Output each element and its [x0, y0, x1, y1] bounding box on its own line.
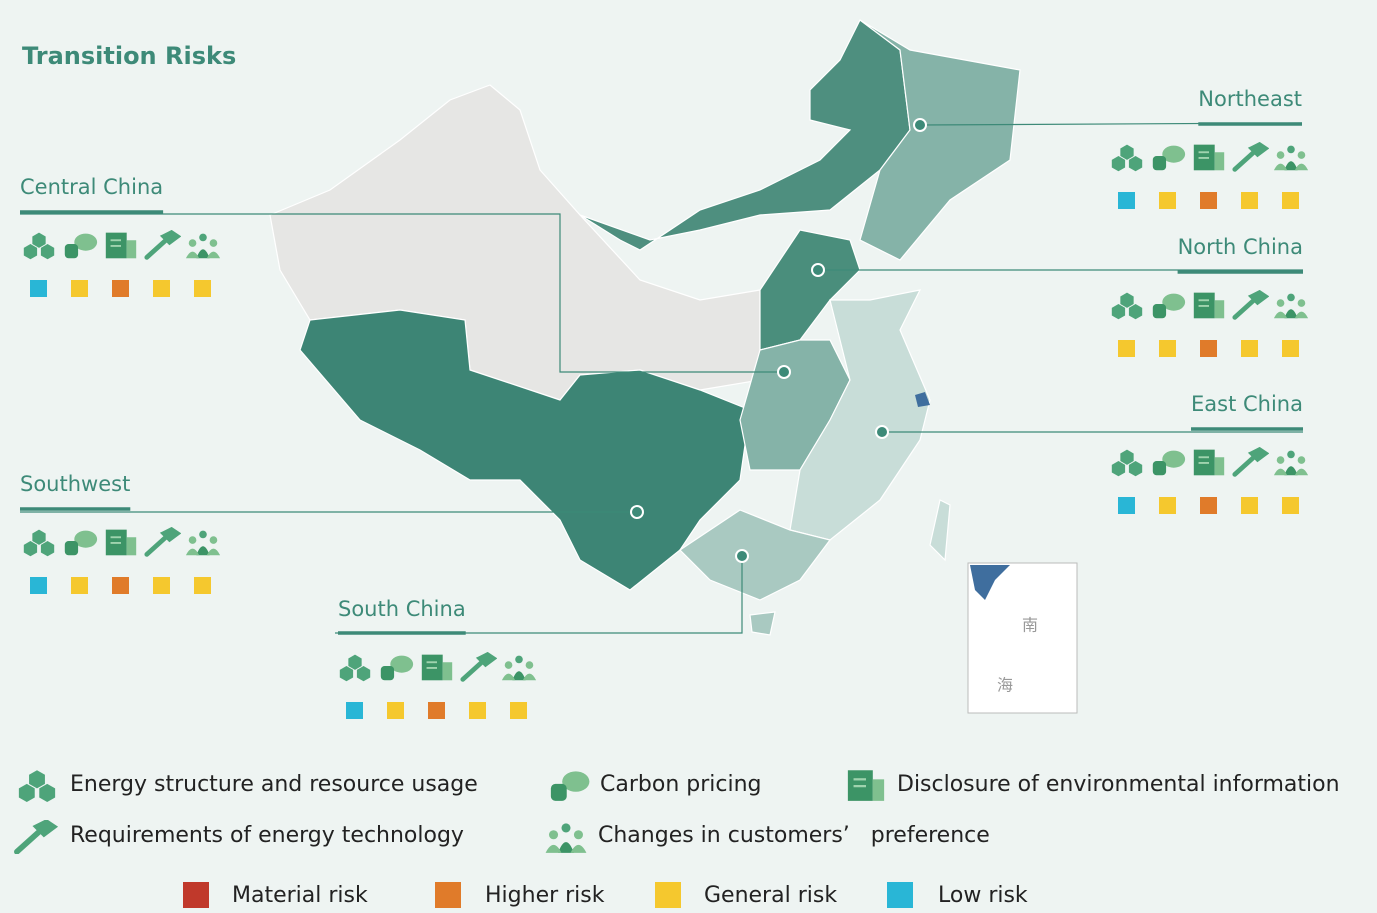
risk-square — [1200, 192, 1217, 209]
factor-icon — [1273, 450, 1309, 476]
risk-square — [1200, 340, 1217, 357]
inset-label: 海 — [997, 676, 1013, 695]
risk-square — [112, 280, 129, 297]
factor-icon — [550, 771, 590, 801]
risk-square — [428, 702, 445, 719]
region-label: Central China — [20, 175, 163, 199]
risk-square — [1118, 192, 1135, 209]
risk-square — [30, 577, 47, 594]
factor-icon — [17, 822, 53, 851]
factor-icon — [463, 655, 493, 680]
risk-square — [1241, 340, 1258, 357]
factor-icon — [104, 231, 138, 260]
factor-icon — [1273, 145, 1309, 171]
map — [269, 19, 1078, 714]
legend-swatch — [887, 882, 913, 908]
factor-icon — [147, 233, 177, 258]
region-label: Southwest — [20, 472, 130, 496]
factor-icon — [147, 530, 177, 555]
risk-square — [1241, 192, 1258, 209]
risk-square — [112, 577, 129, 594]
factor-icon — [185, 233, 221, 259]
legend-label: Low risk — [938, 883, 1028, 908]
factor-icon — [420, 653, 454, 682]
region-dot — [913, 118, 927, 132]
risk-square — [1241, 497, 1258, 514]
title: Transition Risks — [22, 42, 236, 70]
region-label: South China — [338, 597, 466, 621]
legend-label: Higher risk — [485, 883, 605, 908]
inset-label: 南 — [1022, 616, 1038, 635]
risk-square — [30, 280, 47, 297]
factor-icon — [1192, 143, 1226, 172]
region-dot — [735, 549, 749, 563]
factor-icon — [339, 654, 371, 682]
legend-label: Changes in customers’ preference — [598, 823, 990, 848]
factor-icon — [1273, 293, 1309, 319]
region-dot — [875, 425, 889, 439]
factor-icon — [23, 232, 55, 260]
legend-swatch — [435, 882, 461, 908]
region-label: East China — [1191, 392, 1303, 416]
leader-line — [20, 213, 784, 373]
factor-icon — [545, 823, 587, 853]
factor-icon — [1111, 292, 1143, 320]
risk-square — [469, 702, 486, 719]
factor-icon — [1111, 144, 1143, 172]
risk-square — [1118, 340, 1135, 357]
region-label: North China — [1178, 235, 1303, 259]
factor-icon — [1152, 450, 1186, 476]
region-label: Northeast — [1198, 87, 1302, 111]
risk-square — [71, 280, 88, 297]
factor-icon — [1235, 450, 1265, 475]
risk-square — [153, 577, 170, 594]
legend-label: Material risk — [232, 883, 368, 908]
factor-icon — [18, 770, 56, 802]
factor-icon — [23, 529, 55, 557]
legend-label: Requirements of energy technology — [70, 823, 464, 848]
risk-square — [153, 280, 170, 297]
region-dot — [630, 505, 644, 519]
factor-icon — [185, 530, 221, 556]
factor-icon — [501, 655, 537, 681]
risk-square — [71, 577, 88, 594]
leader-line — [335, 556, 743, 634]
factor-icon — [64, 233, 98, 259]
region-dot — [811, 263, 825, 277]
risk-square — [1282, 497, 1299, 514]
risk-square — [1159, 192, 1176, 209]
factor-icon — [104, 528, 138, 557]
legend-label: General risk — [704, 883, 837, 908]
legend-swatch — [183, 882, 209, 908]
risk-square — [1159, 497, 1176, 514]
region-dot — [777, 365, 791, 379]
factor-icon — [380, 655, 414, 681]
legend-label: Disclosure of environmental information — [897, 772, 1340, 797]
risk-square — [387, 702, 404, 719]
risk-square — [1159, 340, 1176, 357]
factor-icon — [1235, 293, 1265, 318]
factor-icon — [846, 769, 886, 802]
risk-square — [1282, 340, 1299, 357]
factor-icon — [1152, 293, 1186, 319]
risk-square — [194, 577, 211, 594]
risk-square — [194, 280, 211, 297]
factor-icon — [1111, 449, 1143, 477]
factor-icon — [1235, 145, 1265, 170]
risk-square — [346, 702, 363, 719]
risk-square — [1200, 497, 1217, 514]
legend-label: Energy structure and resource usage — [70, 772, 478, 797]
risk-square — [510, 702, 527, 719]
factor-icon — [1192, 448, 1226, 477]
risk-square — [1118, 497, 1135, 514]
factor-icon — [1192, 291, 1226, 320]
factor-icon — [64, 530, 98, 556]
factor-icon — [1152, 145, 1186, 171]
legend-swatch — [655, 882, 681, 908]
risk-square — [1282, 192, 1299, 209]
legend-label: Carbon pricing — [600, 772, 762, 797]
